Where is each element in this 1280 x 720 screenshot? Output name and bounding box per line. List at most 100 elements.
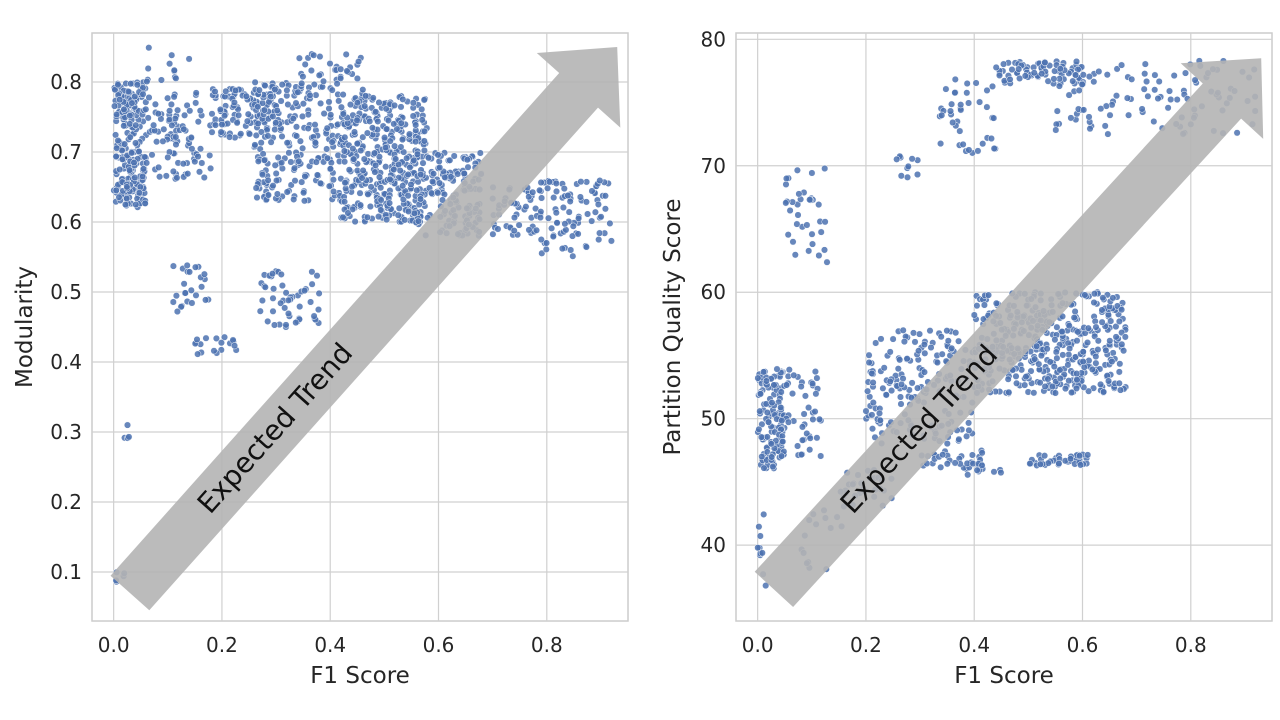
data-point <box>1084 324 1092 332</box>
data-point <box>123 194 131 203</box>
data-point <box>1078 80 1086 88</box>
data-point <box>353 116 361 124</box>
data-point <box>1055 459 1063 468</box>
data-point <box>937 140 945 148</box>
data-point <box>179 160 187 168</box>
data-point <box>813 374 821 382</box>
data-point <box>392 155 400 163</box>
data-point <box>803 221 811 229</box>
data-point <box>562 226 570 234</box>
data-point <box>1095 67 1103 76</box>
data-point <box>192 291 200 299</box>
data-point <box>594 200 602 208</box>
data-point <box>532 205 540 213</box>
data-point <box>264 191 272 199</box>
data-point <box>1026 460 1034 468</box>
data-point <box>126 120 134 128</box>
data-point <box>1064 361 1072 369</box>
data-point <box>311 121 319 129</box>
data-point <box>257 139 265 147</box>
data-point <box>366 202 374 211</box>
data-point <box>1091 317 1099 325</box>
data-point <box>770 381 778 389</box>
data-point <box>187 133 195 142</box>
data-point <box>401 216 409 224</box>
data-point <box>1072 57 1081 66</box>
data-point <box>313 171 321 179</box>
data-point <box>765 418 773 426</box>
data-point <box>1085 113 1093 121</box>
data-point <box>1143 77 1151 86</box>
data-point <box>1076 452 1084 460</box>
data-point <box>164 153 172 161</box>
data-point <box>382 105 390 113</box>
data-point <box>111 102 119 110</box>
data-point <box>1065 377 1073 385</box>
data-point <box>447 173 455 181</box>
data-point <box>412 138 420 146</box>
data-point <box>436 179 444 187</box>
data-point <box>292 319 300 327</box>
data-point <box>805 247 813 255</box>
data-point <box>1056 374 1064 382</box>
data-point <box>410 209 419 217</box>
data-point <box>310 80 318 89</box>
data-point <box>419 159 427 167</box>
data-point <box>327 111 335 119</box>
data-point <box>185 268 194 276</box>
data-point <box>139 90 147 98</box>
data-point <box>921 349 929 357</box>
data-point <box>334 151 342 159</box>
data-point <box>153 138 161 146</box>
data-point <box>990 144 998 153</box>
data-point <box>174 106 182 114</box>
data-point <box>200 173 208 182</box>
data-point <box>538 194 546 202</box>
data-point <box>876 416 884 424</box>
data-point <box>217 339 225 347</box>
data-point <box>1125 111 1133 119</box>
data-point <box>1071 353 1080 361</box>
y-tick-label: 0.5 <box>50 280 82 304</box>
data-point <box>1084 451 1092 459</box>
data-point <box>1164 104 1172 112</box>
data-point <box>757 433 765 441</box>
data-point <box>374 117 382 125</box>
data-point <box>284 310 293 318</box>
data-point <box>793 220 801 228</box>
data-point <box>145 93 153 102</box>
data-point <box>252 131 260 139</box>
data-point <box>808 240 817 248</box>
data-point <box>185 55 193 63</box>
data-point <box>778 417 786 425</box>
data-point <box>271 161 279 169</box>
data-point <box>1072 384 1081 392</box>
data-point <box>381 134 389 142</box>
data-point <box>926 327 934 335</box>
data-point <box>120 122 128 130</box>
data-point <box>194 350 202 358</box>
data-point <box>230 98 238 107</box>
data-point <box>292 123 301 131</box>
data-point <box>537 236 545 244</box>
x-tick-label: 0.0 <box>98 633 130 657</box>
data-point <box>1115 317 1123 325</box>
data-point <box>167 100 175 108</box>
data-point <box>596 177 604 185</box>
data-point <box>815 415 824 423</box>
data-point <box>371 168 379 176</box>
data-point <box>166 60 174 68</box>
data-point <box>1036 379 1044 387</box>
data-point <box>1150 117 1158 126</box>
data-point <box>550 194 558 202</box>
data-point <box>606 219 614 227</box>
data-point <box>963 432 971 440</box>
data-point <box>515 221 523 229</box>
data-point <box>532 226 541 234</box>
data-point <box>1144 92 1152 100</box>
data-point <box>360 155 368 163</box>
data-point <box>212 334 220 342</box>
data-point <box>277 299 285 307</box>
data-point <box>983 86 991 94</box>
data-point <box>369 94 377 102</box>
